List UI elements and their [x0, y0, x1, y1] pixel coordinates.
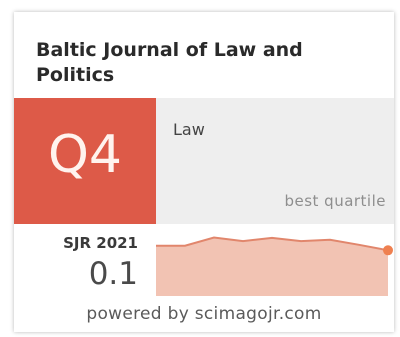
- quartile-value: Q4: [47, 125, 122, 185]
- category-panel: Law best quartile: [156, 98, 394, 224]
- sjr-trend-chart: [156, 236, 393, 296]
- subject-category: Law: [173, 120, 205, 139]
- powered-by-link[interactable]: powered by scimagojr.com: [86, 304, 322, 324]
- sjr-trend-line: [156, 236, 389, 252]
- sjr-value: 0.1: [88, 256, 138, 292]
- sjr-label: SJR 2021: [63, 234, 138, 252]
- sjr-area-fill: [156, 237, 388, 296]
- scimago-widget[interactable]: Baltic Journal of Law and Politics Q4 La…: [14, 12, 394, 332]
- best-quartile-caption: best quartile: [284, 192, 386, 210]
- quartile-badge: Q4: [14, 98, 156, 224]
- sjr-last-point: [383, 245, 393, 256]
- journal-title: Baltic Journal of Law and Politics: [36, 39, 303, 86]
